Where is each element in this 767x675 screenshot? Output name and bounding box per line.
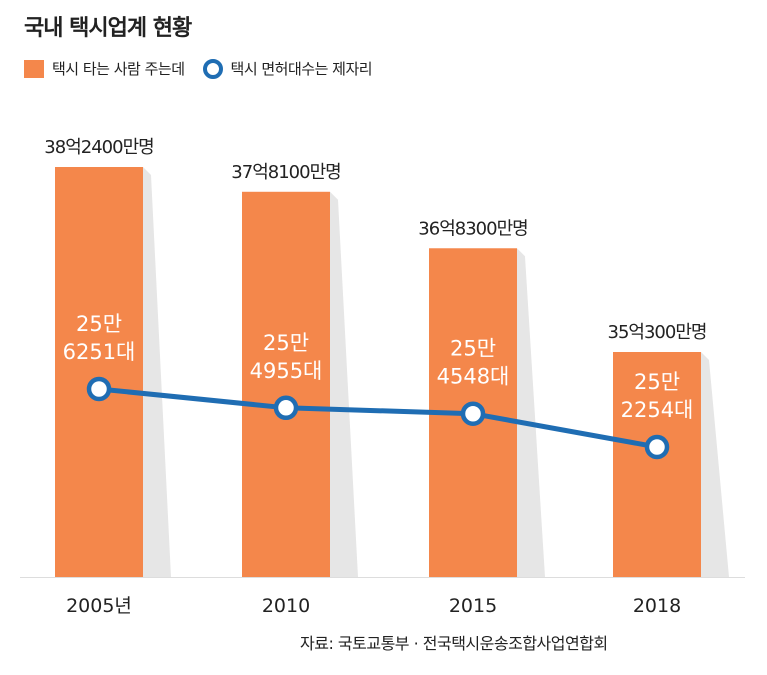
line-point-0 xyxy=(86,376,112,402)
legend-line-marker xyxy=(202,58,223,79)
line-value-label: 25만 xyxy=(263,331,309,355)
legend-riders-label: 택시 타는 사람 주는데 xyxy=(52,60,185,78)
x-tick-label: 2015 xyxy=(449,595,497,617)
line-value-label: 25만 xyxy=(634,370,680,394)
line-value-label: 6251대 xyxy=(63,340,136,364)
line-point-1 xyxy=(273,395,299,421)
line-value-label: 25만 xyxy=(76,312,122,336)
bar-value-label: 38억2400만명 xyxy=(44,137,153,158)
chart-title: 국내 택시업계 현황 xyxy=(24,16,192,41)
bar-shadow xyxy=(143,167,171,577)
legend: 택시 타는 사람 주는데 택시 면허대수는 제자리 xyxy=(24,58,373,79)
line-drivers xyxy=(98,386,658,450)
bar-shadow xyxy=(517,248,545,577)
bar-shadow xyxy=(330,191,358,578)
line-value-label: 4955대 xyxy=(250,359,323,383)
line-value-label: 2254대 xyxy=(621,398,694,422)
bar-riders-3 xyxy=(613,352,701,577)
line-value-label: 4548대 xyxy=(437,365,510,389)
bar-riders-1 xyxy=(242,191,330,578)
x-tick-label: 2010 xyxy=(262,595,310,617)
bar-value-label: 36억8300만명 xyxy=(418,218,527,239)
source-note: 자료: 국토교통부 · 전국택시운송조합사업연합회 xyxy=(300,634,608,653)
bar-value-label: 35억300만명 xyxy=(608,322,707,343)
bar-value-label: 37억8100만명 xyxy=(231,162,340,183)
x-tick-label: 2018 xyxy=(633,595,681,617)
legend-bar-swatch xyxy=(24,59,44,78)
line-value-label: 25만 xyxy=(450,337,496,361)
x-tick-label: 2005년 xyxy=(66,595,132,617)
legend-drivers-label: 택시 면허대수는 제자리 xyxy=(230,60,373,78)
line-point-3 xyxy=(644,434,670,460)
bar-shadow xyxy=(701,352,729,577)
bar-riders-0 xyxy=(55,167,143,577)
line-point-2 xyxy=(460,401,486,426)
